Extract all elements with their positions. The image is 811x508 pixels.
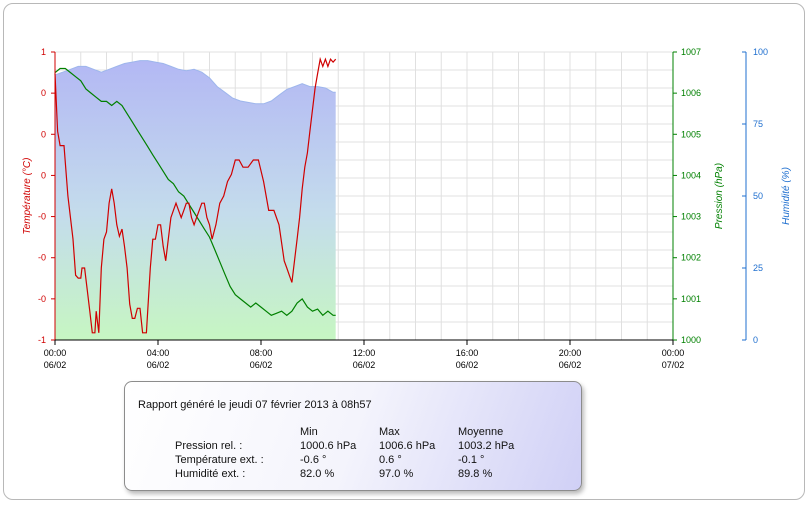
report-value: 97.0 % [379, 468, 414, 480]
humidity-tick-label: 0 [753, 335, 758, 345]
report-value: 89.8 % [458, 468, 493, 480]
temperature-tick-label: -1 [38, 335, 46, 345]
report-column-header: Min [300, 426, 318, 438]
temperature-tick-label: 0 [41, 129, 46, 139]
report-value: 1000.6 hPa [300, 440, 357, 452]
report-value: -0.6 ° [300, 454, 327, 466]
temperature-axis-title: Température (°C) [22, 158, 33, 235]
humidity-tick-label: 50 [753, 191, 763, 201]
report-row-label: Température ext. : [175, 454, 264, 466]
series-line-layer [54, 56, 337, 334]
x-tick-date-label: 06/02 [44, 360, 67, 370]
x-tick-time-label: 12:00 [353, 348, 376, 358]
report-row-label: Humidité ext. : [175, 468, 246, 480]
report-value: 0.6 ° [379, 454, 402, 466]
x-tick-time-label: 20:00 [559, 348, 582, 358]
x-tick-time-label: 16:00 [456, 348, 479, 358]
temperature-tick-label: 0 [41, 170, 46, 180]
humidity-line [54, 60, 336, 105]
humidity-tick-label: 25 [753, 263, 763, 273]
report-value: 82.0 % [300, 468, 335, 480]
pressure-tick-label: 1007 [681, 47, 701, 57]
pressure-tick-label: 1002 [681, 253, 701, 263]
x-tick-time-label: 08:00 [250, 348, 273, 358]
x-tick-date-label: 07/02 [662, 360, 685, 370]
report-value: 1006.6 hPa [379, 440, 436, 452]
pressure-tick-label: 1004 [681, 170, 701, 180]
x-tick-date-label: 06/02 [559, 360, 582, 370]
report-value: -0.1 ° [458, 454, 485, 466]
x-tick-date-label: 06/02 [147, 360, 170, 370]
report-column-header: Max [379, 426, 400, 438]
x-tick-date-label: 06/02 [456, 360, 479, 370]
pressure-tick-label: 1000 [681, 335, 701, 345]
pressure-tick-label: 1003 [681, 212, 701, 222]
temperature-tick-label: -0 [38, 212, 46, 222]
report-title: Rapport généré le jeudi 07 février 2013 … [138, 399, 372, 411]
tick-label-layer: 1000-0-0-0-11007100610051004100310021001… [22, 47, 792, 370]
temperature-tick-label: -0 [38, 294, 46, 304]
report-panel: Rapport généré le jeudi 07 février 2013 … [124, 381, 582, 491]
pressure-tick-label: 1006 [681, 88, 701, 98]
pressure-axis-title: Pression (hPa) [714, 163, 725, 229]
humidity-area [55, 60, 336, 340]
humidity-area-layer [54, 60, 336, 340]
x-tick-time-label: 04:00 [147, 348, 170, 358]
temperature-tick-label: 0 [41, 88, 46, 98]
report-column-header: Moyenne [458, 426, 504, 438]
x-tick-date-label: 06/02 [250, 360, 273, 370]
x-tick-time-label: 00:00 [662, 348, 685, 358]
temperature-tick-label: 1 [41, 47, 46, 57]
humidity-tick-label: 100 [753, 47, 768, 57]
pressure-tick-label: 1005 [681, 129, 701, 139]
temperature-tick-label: -0 [38, 253, 46, 263]
x-tick-time-label: 00:00 [44, 348, 67, 358]
report-value: 1003.2 hPa [458, 440, 515, 452]
pressure-tick-label: 1001 [681, 294, 701, 304]
humidity-tick-label: 75 [753, 119, 763, 129]
report-row-label: Pression rel. : [175, 440, 243, 452]
axis-layer [51, 51, 747, 345]
temperature-line [54, 56, 337, 334]
humidity-axis-title: Humidité (%) [781, 167, 792, 225]
x-tick-date-label: 06/02 [353, 360, 376, 370]
weather-chart: 1000-0-0-0-11007100610051004100310021001… [22, 47, 792, 370]
